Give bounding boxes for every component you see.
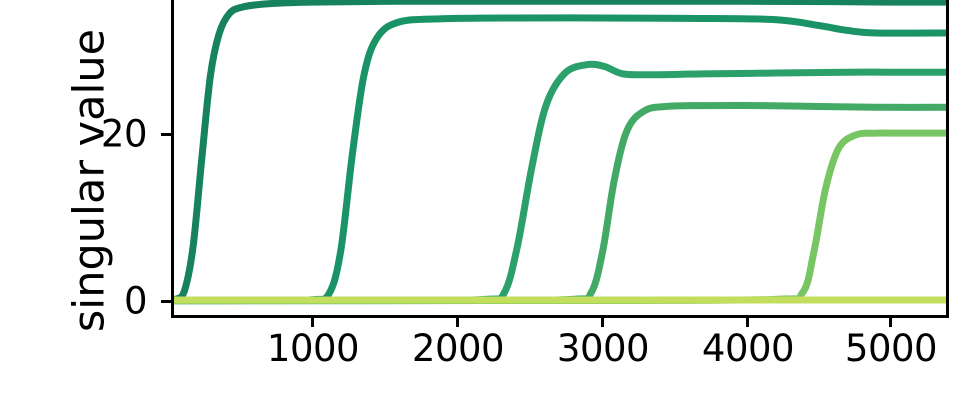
x-tick-label-5000: 5000 bbox=[844, 327, 938, 370]
axis-spine-left bbox=[171, 0, 174, 318]
x-tick-label-3000: 3000 bbox=[556, 327, 650, 370]
y-tick-label-0: 0 bbox=[123, 279, 148, 323]
axis-spine-bottom bbox=[171, 315, 949, 318]
series-line-sv-3 bbox=[172, 60, 947, 305]
y-tick-mark-0 bbox=[161, 300, 171, 303]
x-tick-mark-5000 bbox=[889, 318, 892, 327]
y-tick-mark-20 bbox=[161, 133, 171, 136]
x-tick-label-4000: 4000 bbox=[701, 327, 795, 370]
x-tick-mark-1000 bbox=[311, 318, 314, 327]
x-tick-mark-4000 bbox=[746, 318, 749, 327]
x-tick-label-1000: 1000 bbox=[266, 327, 360, 370]
series-line-sv-1 bbox=[172, 0, 947, 304]
axis-spine-right bbox=[946, 0, 949, 318]
y-tick-label-20: 20 bbox=[100, 112, 148, 156]
x-tick-label-2000: 2000 bbox=[411, 327, 505, 370]
x-tick-mark-3000 bbox=[601, 318, 604, 327]
series-line-sv-5 bbox=[172, 129, 947, 305]
series-line-sv-4 bbox=[172, 102, 947, 305]
series-line-sv-2 bbox=[172, 14, 947, 305]
x-tick-mark-2000 bbox=[456, 318, 459, 327]
